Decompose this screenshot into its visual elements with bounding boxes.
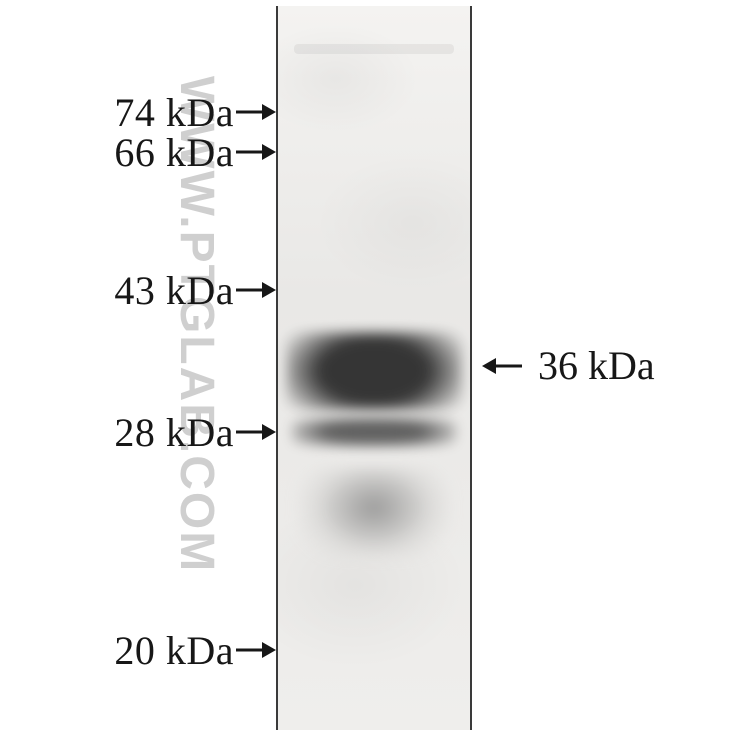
ladder-item-28kda: 28 kDa xyxy=(62,412,276,452)
blot-canvas: WWW.PTGLAB.COM 74 kDa66 kDa43 kDa28 kDa2… xyxy=(0,0,740,736)
ladder-item-74kda: 74 kDa xyxy=(62,92,276,132)
arrow-right-icon xyxy=(236,103,276,121)
arrow-right-icon xyxy=(236,423,276,441)
ladder-label: 43 kDa xyxy=(114,267,234,314)
ladder-label: 66 kDa xyxy=(114,129,234,176)
ladder-item-43kda: 43 kDa xyxy=(62,270,276,310)
ladder-item-66kda: 66 kDa xyxy=(62,132,276,172)
faint-top-streak xyxy=(294,44,454,54)
arrow-left-icon xyxy=(482,357,522,375)
ladder-label: 28 kDa xyxy=(114,409,234,456)
arrow-right-icon xyxy=(236,281,276,299)
arrow-right-icon xyxy=(236,641,276,659)
main-band-36kda xyxy=(286,332,462,410)
arrow-right-icon xyxy=(236,143,276,161)
target-label-36kda: 36 kDa xyxy=(482,342,655,389)
target-label-text: 36 kDa xyxy=(538,342,655,389)
ladder-label: 20 kDa xyxy=(114,627,234,674)
lower-band-28kda xyxy=(292,418,456,446)
smear-below-28kda xyxy=(298,468,450,556)
ladder-item-20kda: 20 kDa xyxy=(62,630,276,670)
